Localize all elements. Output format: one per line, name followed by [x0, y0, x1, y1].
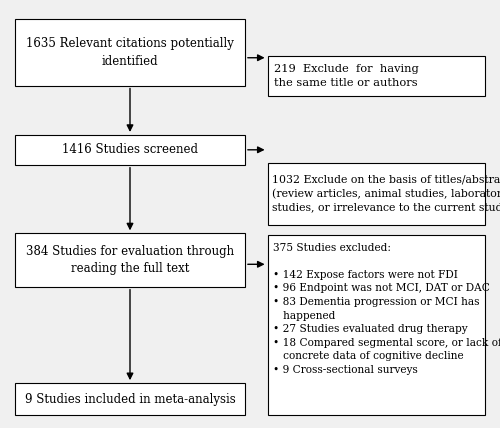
- Text: 384 Studies for evaluation through
reading the full text: 384 Studies for evaluation through readi…: [26, 245, 234, 275]
- Text: 1635 Relevant citations potentially
identified: 1635 Relevant citations potentially iden…: [26, 37, 234, 68]
- FancyBboxPatch shape: [268, 56, 485, 96]
- Text: 375 Studies excluded:

• 142 Expose factors were not FDI
• 96 Endpoint was not M: 375 Studies excluded: • 142 Expose facto…: [273, 243, 500, 375]
- Text: 1032 Exclude on the basis of titles/abstracts
(review articles, animal studies, : 1032 Exclude on the basis of titles/abst…: [272, 174, 500, 213]
- FancyBboxPatch shape: [268, 163, 485, 225]
- Text: 219  Exclude  for  having
the same title or authors: 219 Exclude for having the same title or…: [274, 64, 419, 88]
- FancyBboxPatch shape: [268, 235, 485, 415]
- Text: 9 Studies included in meta-analysis: 9 Studies included in meta-analysis: [24, 392, 236, 406]
- FancyBboxPatch shape: [15, 383, 245, 415]
- FancyBboxPatch shape: [15, 233, 245, 287]
- FancyBboxPatch shape: [15, 135, 245, 165]
- Text: 1416 Studies screened: 1416 Studies screened: [62, 143, 198, 156]
- FancyBboxPatch shape: [15, 19, 245, 86]
